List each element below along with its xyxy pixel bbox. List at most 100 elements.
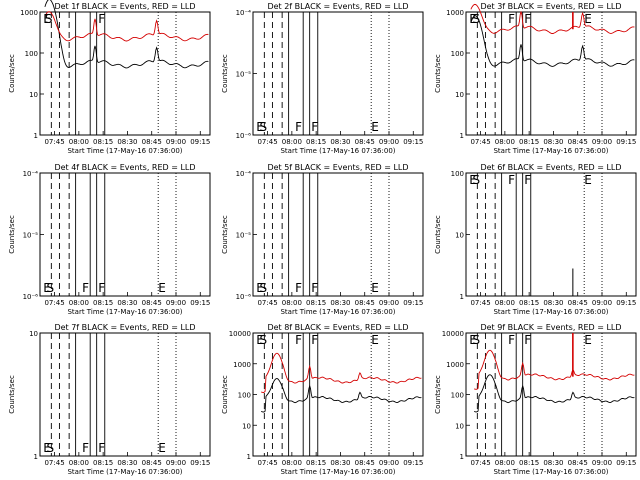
- panel-frame: [252, 172, 424, 297]
- y-tick-label: 100: [238, 392, 251, 400]
- series-line: [470, 3, 635, 34]
- event-marker-letter: F: [311, 120, 318, 134]
- x-tick-label: 08:45: [568, 299, 588, 307]
- x-tick-label: 08:30: [117, 138, 137, 146]
- y-tick-label: 10000: [442, 330, 464, 338]
- y-tick-label: 10⁻⁶: [23, 293, 39, 301]
- x-tick-label: 08:30: [117, 459, 137, 467]
- series-line: [260, 352, 422, 393]
- event-marker-letter: E: [469, 12, 477, 26]
- x-tick-label: 09:15: [403, 299, 423, 307]
- event-marker-letter: S: [45, 12, 53, 26]
- x-tick-label: 08:00: [282, 299, 302, 307]
- y-tick-label: 1000: [233, 361, 251, 369]
- x-tick-label: 08:45: [142, 299, 162, 307]
- event-marker-letter: E: [371, 281, 379, 295]
- event-marker-letter: E: [584, 12, 592, 26]
- event-marker-letter: E: [371, 120, 379, 134]
- x-tick-label: 07:45: [470, 138, 490, 146]
- series-line: [44, 11, 209, 42]
- y-tick-label: 1: [460, 132, 464, 140]
- event-marker-letter: S: [259, 120, 267, 134]
- panel-title: Det 1f BLACK = Events, RED = LLD: [54, 2, 195, 11]
- y-axis-label: Counts/sec: [221, 215, 229, 254]
- series-line: [44, 0, 209, 69]
- event-marker-letter: F: [98, 281, 105, 295]
- panel-frame: [465, 172, 637, 297]
- x-tick-label: 09:00: [166, 459, 186, 467]
- x-tick-label: 08:15: [93, 299, 113, 307]
- x-axis-label: Start Time (17-May-16 07:36:00): [67, 468, 182, 476]
- x-tick-label: 07:45: [44, 138, 64, 146]
- x-tick-label: 08:45: [355, 138, 375, 146]
- event-marker-letter: E: [584, 333, 592, 347]
- event-marker-letter: F: [295, 333, 302, 347]
- y-tick-label: 10⁻⁵: [236, 71, 252, 79]
- y-tick-label: 10: [455, 232, 464, 240]
- x-axis-label: Start Time (17-May-16 07:36:00): [67, 308, 182, 316]
- x-tick-label: 08:00: [495, 138, 515, 146]
- event-marker-letter: S: [259, 281, 267, 295]
- y-axis-label: Counts/sec: [221, 375, 229, 414]
- x-tick-label: 08:15: [306, 138, 326, 146]
- x-axis-label: Start Time (17-May-16 07:36:00): [67, 147, 182, 155]
- detector-panel-1: Det 1f BLACK = Events, RED = LLD 1 10 100 10…: [8, 0, 211, 155]
- x-tick-label: 08:15: [93, 459, 113, 467]
- event-marker-letter: S: [472, 333, 480, 347]
- x-tick-label: 08:30: [543, 299, 563, 307]
- x-tick-label: 09:00: [166, 299, 186, 307]
- x-tick-label: 09:00: [592, 299, 612, 307]
- event-marker-letter: E: [256, 281, 264, 295]
- event-marker-letter: S: [472, 173, 480, 187]
- x-tick-label: 08:15: [519, 138, 539, 146]
- event-marker-letter: F: [82, 441, 89, 455]
- x-tick-label: 07:45: [257, 138, 277, 146]
- x-tick-label: 09:00: [379, 138, 399, 146]
- x-axis-label: Start Time (17-May-16 07:36:00): [280, 147, 395, 155]
- x-tick-label: 09:15: [190, 138, 210, 146]
- y-tick-label: 10⁻⁴: [23, 170, 39, 178]
- y-tick-label: 10⁻⁵: [236, 232, 252, 240]
- x-tick-label: 08:45: [568, 138, 588, 146]
- x-tick-label: 07:45: [470, 299, 490, 307]
- event-marker-letter: F: [524, 333, 531, 347]
- y-tick-label: 100: [451, 170, 464, 178]
- x-tick-label: 08:00: [495, 299, 515, 307]
- x-tick-label: 09:15: [190, 459, 210, 467]
- x-tick-label: 08:15: [93, 138, 113, 146]
- x-tick-label: 09:15: [616, 138, 636, 146]
- detector-panel-6: Det 6f BLACK = Events, RED = LLD 1 10 100 Co…: [434, 163, 637, 316]
- x-tick-label: 08:45: [142, 459, 162, 467]
- x-tick-label: 07:45: [257, 299, 277, 307]
- detector-panel-3: Det 3f BLACK = Events, RED = LLD 1 10 100 10…: [434, 2, 637, 155]
- event-marker-letter: F: [311, 281, 318, 295]
- y-tick-label: 1: [460, 453, 464, 461]
- series-line: [473, 374, 635, 413]
- x-tick-label: 07:45: [44, 299, 64, 307]
- x-tick-label: 09:00: [166, 138, 186, 146]
- x-tick-label: 08:30: [543, 138, 563, 146]
- x-tick-label: 08:00: [69, 299, 89, 307]
- x-tick-label: 09:15: [190, 299, 210, 307]
- panel-frame: [39, 11, 211, 136]
- detector-panel-5: Det 5f BLACK = Events, RED = LLD 10⁻⁶ 10⁻⁵…: [221, 163, 424, 316]
- event-marker-letter: S: [472, 12, 480, 26]
- x-tick-label: 08:15: [306, 459, 326, 467]
- event-marker-letter: F: [524, 173, 531, 187]
- event-marker-letter: E: [256, 333, 264, 347]
- event-marker-letter: F: [508, 173, 515, 187]
- x-axis-label: Start Time (17-May-16 07:36:00): [493, 468, 608, 476]
- x-tick-label: 09:00: [592, 138, 612, 146]
- event-marker-letter: F: [82, 281, 89, 295]
- series-line: [473, 349, 635, 390]
- y-tick-label: 10: [242, 422, 251, 430]
- x-tick-label: 08:30: [117, 299, 137, 307]
- event-marker-letter: E: [158, 441, 166, 455]
- x-tick-label: 08:30: [330, 138, 350, 146]
- event-marker-letter: E: [43, 441, 51, 455]
- x-tick-label: 09:15: [403, 459, 423, 467]
- x-tick-label: 08:00: [69, 138, 89, 146]
- y-tick-label: 10: [455, 422, 464, 430]
- x-tick-label: 09:00: [379, 459, 399, 467]
- panel-title: Det 7f BLACK = Events, RED = LLD: [54, 323, 195, 332]
